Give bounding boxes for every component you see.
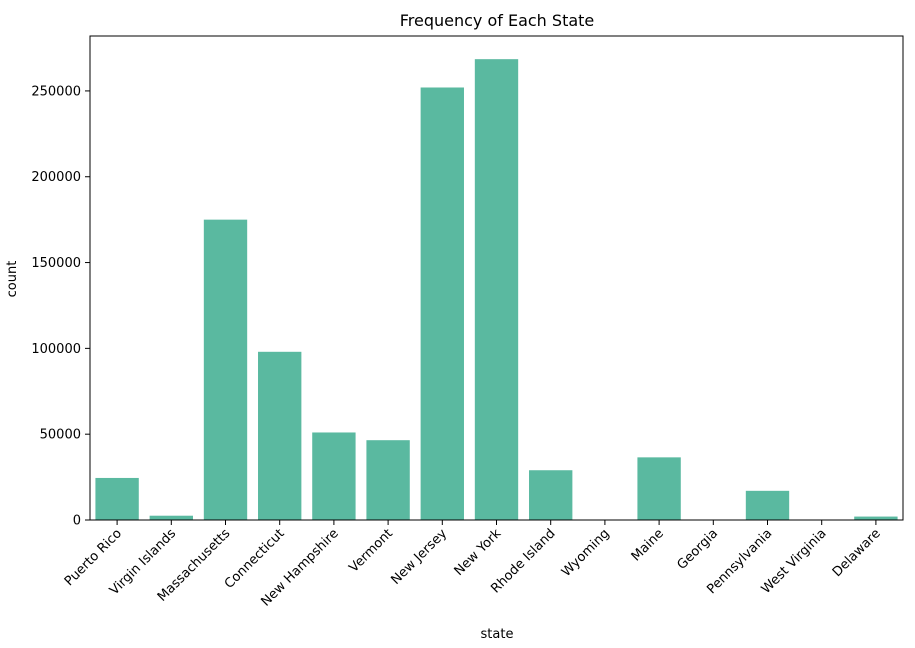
bar-massachusetts	[203, 219, 248, 520]
chart-title: Frequency of Each State	[400, 11, 595, 30]
x-tick-label: Maine	[629, 526, 667, 564]
bar-maine	[637, 457, 681, 520]
y-tick-label: 0	[73, 514, 81, 529]
y-axis-ticks: 0 50000 100000 150000 200000 250000	[31, 84, 90, 529]
bar-new-jersey	[420, 87, 464, 521]
bar-new-hampshire	[312, 432, 356, 520]
bars-group	[95, 59, 898, 521]
y-tick-label: 50000	[40, 428, 81, 443]
x-tick-label: Wyoming	[559, 526, 613, 580]
y-tick-label: 200000	[31, 170, 81, 185]
x-tick-label: Delaware	[830, 526, 884, 580]
y-tick-label: 250000	[31, 84, 81, 99]
plot-frame	[89, 35, 904, 521]
bar-pennsylvania	[745, 490, 790, 520]
bar-virgin-islands	[149, 515, 193, 520]
x-tick-label: Georgia	[674, 526, 721, 573]
bar-rhode-island	[529, 470, 573, 520]
y-tick-label: 100000	[31, 342, 81, 357]
x-axis-label: state	[481, 627, 514, 642]
bar-connecticut	[258, 351, 302, 520]
bar-puerto-rico	[95, 477, 139, 520]
bar-vermont	[366, 440, 410, 520]
x-tick-label: New Jersey	[389, 526, 451, 588]
y-tick-label: 150000	[31, 256, 81, 271]
x-tick-label: New York	[452, 526, 505, 579]
bar-delaware	[854, 516, 898, 520]
x-tick-label: Vermont	[346, 526, 395, 575]
bar-new-york	[474, 59, 519, 521]
y-axis-label: count	[5, 261, 20, 298]
